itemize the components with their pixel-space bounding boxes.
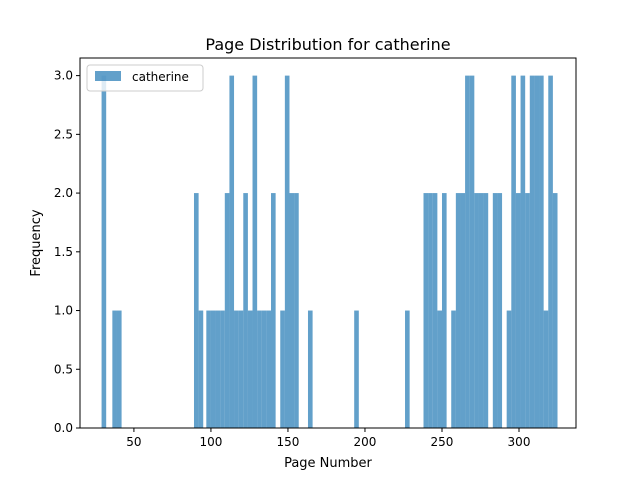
histogram-bar (198, 310, 204, 428)
histogram-bar (271, 193, 276, 428)
histogram-bar (451, 310, 456, 428)
histogram-bar (460, 193, 466, 428)
y-tick-label: 0.0 (54, 421, 73, 435)
histogram-bar (210, 310, 216, 428)
histogram-bar (112, 310, 117, 428)
x-tick-label: 300 (508, 435, 531, 449)
histogram-bar (247, 310, 253, 428)
x-axis-ticks: 50 100 150 200 250 300 (126, 428, 530, 449)
histogram-bar (289, 193, 295, 428)
histogram-bar (405, 310, 410, 428)
x-axis-label: Page Number (284, 456, 372, 471)
legend-label: catherine (132, 70, 189, 84)
histogram-bar (520, 75, 526, 429)
histogram-bar (543, 310, 549, 428)
histogram-bar (229, 75, 235, 429)
x-tick-label: 100 (199, 435, 222, 449)
histogram-bar (497, 193, 503, 428)
histogram-bar (116, 310, 122, 428)
chart-title: Page Distribution for catherine (205, 35, 450, 54)
legend: catherine (86, 64, 204, 92)
histogram-bar (243, 193, 248, 428)
histogram-bar (492, 193, 498, 428)
histogram-bar (548, 75, 553, 429)
histogram-bar (441, 193, 447, 428)
histogram-bar (423, 193, 429, 428)
legend-swatch (95, 71, 121, 81)
histogram-bar (234, 310, 239, 428)
histogram-bar (215, 310, 221, 428)
y-axis-label: Frequency (29, 209, 44, 276)
histogram-bar (252, 75, 258, 429)
x-tick-label: 200 (354, 435, 377, 449)
histogram-bar (257, 310, 262, 428)
x-tick-label: 150 (276, 435, 299, 449)
x-tick-label: 250 (431, 435, 454, 449)
y-tick-label: 3.0 (54, 69, 73, 83)
histogram-bar (552, 193, 558, 428)
histogram-bar (483, 193, 489, 428)
histogram-bar (469, 75, 475, 429)
histogram-bar (465, 75, 470, 429)
histogram-bar (206, 310, 211, 428)
histogram-bar (506, 310, 512, 428)
histogram-bar (529, 75, 535, 429)
histogram-bar (437, 310, 442, 428)
y-tick-label: 0.5 (54, 362, 73, 376)
bars-group (101, 75, 558, 429)
plot-frame (79, 57, 577, 429)
histogram-bar (261, 310, 267, 428)
histogram-bar (294, 193, 299, 428)
histogram-bar (307, 310, 313, 428)
histogram-bar (474, 193, 479, 428)
histogram-bar (455, 193, 461, 428)
histogram-bar (193, 193, 199, 428)
histogram-bar (101, 75, 107, 429)
y-tick-label: 1.0 (54, 304, 73, 318)
histogram-bar (534, 75, 540, 429)
histogram-bar (539, 75, 544, 429)
y-tick-label: 1.5 (54, 245, 73, 259)
histogram-bar (432, 193, 438, 428)
histogram-bar (428, 193, 433, 428)
histogram-bar (220, 310, 225, 428)
histogram-bar (224, 193, 230, 428)
histogram-bar (525, 193, 530, 428)
histogram-bar (515, 193, 521, 428)
histogram-bar (284, 75, 290, 429)
histogram-bar (354, 310, 359, 428)
histogram-bar (478, 193, 484, 428)
y-tick-label: 2.0 (54, 186, 73, 200)
y-axis-ticks: 0.0 0.5 1.0 1.5 2.0 2.5 3.0 (54, 69, 80, 435)
y-tick-label: 2.5 (54, 127, 73, 141)
histogram-bar (266, 310, 272, 428)
histogram-bar (511, 75, 516, 429)
histogram-bar (238, 310, 244, 428)
histogram-bar (280, 310, 285, 428)
x-tick-label: 50 (126, 435, 141, 449)
